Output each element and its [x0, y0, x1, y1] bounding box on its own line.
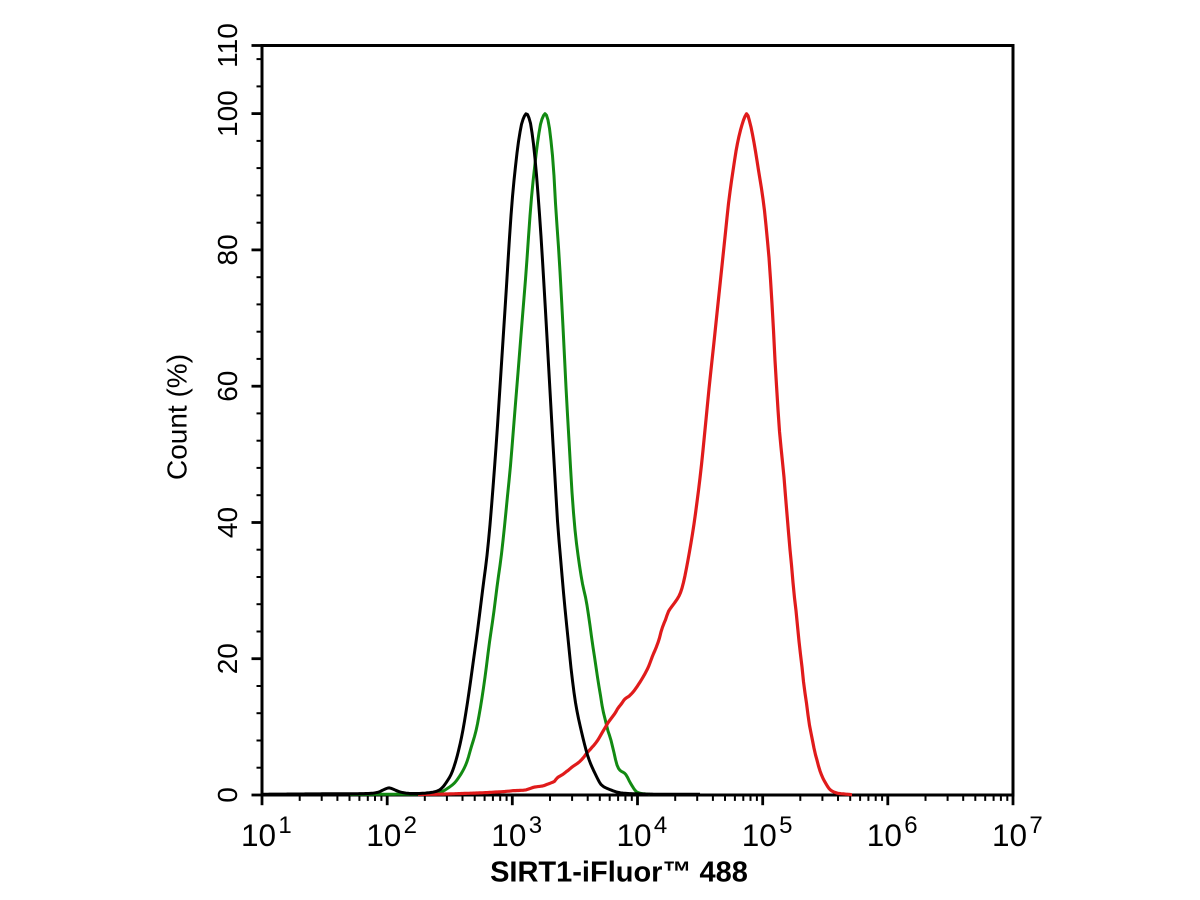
svg-text:6: 6 — [904, 812, 917, 839]
svg-text:0: 0 — [212, 787, 243, 803]
svg-text:2: 2 — [404, 812, 417, 839]
svg-text:SIRT1-iFluor™ 488: SIRT1-iFluor™ 488 — [490, 857, 748, 889]
svg-text:3: 3 — [529, 812, 542, 839]
svg-text:110: 110 — [212, 23, 243, 68]
svg-text:10: 10 — [617, 817, 652, 853]
svg-text:10: 10 — [491, 817, 526, 853]
svg-text:10: 10 — [742, 817, 777, 853]
svg-text:10: 10 — [366, 817, 401, 853]
svg-text:100: 100 — [212, 90, 243, 137]
svg-text:80: 80 — [212, 234, 243, 265]
svg-text:10: 10 — [241, 817, 276, 853]
svg-text:4: 4 — [654, 812, 667, 839]
svg-text:1: 1 — [278, 812, 291, 839]
svg-text:40: 40 — [212, 507, 243, 538]
svg-text:5: 5 — [779, 812, 792, 839]
svg-text:20: 20 — [212, 643, 243, 674]
svg-text:10: 10 — [992, 817, 1027, 853]
svg-text:7: 7 — [1029, 812, 1042, 839]
svg-text:10: 10 — [867, 817, 902, 853]
svg-text:60: 60 — [212, 371, 243, 402]
svg-text:Count (%): Count (%) — [162, 354, 193, 480]
